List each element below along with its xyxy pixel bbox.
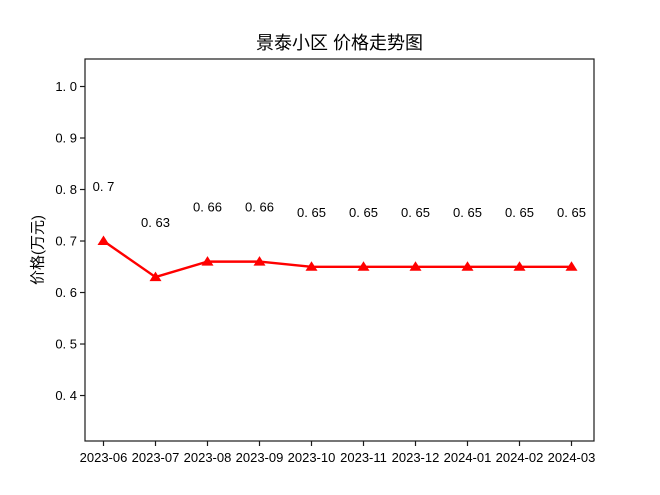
y-tick-label: 1. 0 xyxy=(55,79,77,94)
data-point-label: 0. 66 xyxy=(193,200,222,215)
y-tick-label: 0. 4 xyxy=(55,388,77,403)
data-point-marker xyxy=(149,271,162,282)
x-tick-label: 2023-06 xyxy=(80,450,128,465)
y-tick-label: 0. 8 xyxy=(55,182,77,197)
x-tick-label: 2023-11 xyxy=(340,450,387,465)
x-tick-label: 2024-01 xyxy=(444,450,492,465)
x-tick-label: 2023-10 xyxy=(288,450,336,465)
x-tick-label: 2023-09 xyxy=(236,450,284,465)
data-point-label: 0. 65 xyxy=(349,205,378,220)
x-tick-label: 2023-08 xyxy=(184,450,232,465)
y-tick-label: 0. 5 xyxy=(55,337,77,352)
data-point-label: 0. 65 xyxy=(297,205,326,220)
plot-border xyxy=(84,58,595,442)
y-tick-label: 0. 7 xyxy=(55,234,77,249)
data-point-label: 0. 66 xyxy=(245,200,274,215)
chart-title: 景泰小区 价格走势图 xyxy=(255,33,423,53)
x-tick-label: 2023-12 xyxy=(392,450,440,465)
x-tick-label: 2024-02 xyxy=(496,450,544,465)
data-point-marker xyxy=(97,235,110,246)
x-tick-label: 2023-07 xyxy=(132,450,180,465)
data-point-marker xyxy=(357,261,370,271)
data-point-label: 0. 65 xyxy=(505,205,534,220)
data-point-marker xyxy=(409,261,422,271)
data-point-marker xyxy=(305,261,318,271)
data-point-marker xyxy=(461,261,474,271)
data-point-marker xyxy=(513,261,526,271)
data-point-label: 0. 65 xyxy=(453,205,482,220)
y-tick-label: 0. 9 xyxy=(55,131,77,146)
x-tick-label: 2024-03 xyxy=(548,450,596,465)
data-point-label: 0. 65 xyxy=(557,205,586,220)
data-point-marker xyxy=(201,256,214,266)
price-line xyxy=(102,240,572,279)
y-tick-label: 0. 6 xyxy=(55,285,77,300)
data-point-label: 0. 7 xyxy=(93,179,115,194)
data-point-marker xyxy=(253,256,266,266)
data-point-label: 0. 63 xyxy=(141,215,170,230)
data-point-label: 0. 65 xyxy=(401,205,430,220)
data-point-marker xyxy=(565,261,578,271)
